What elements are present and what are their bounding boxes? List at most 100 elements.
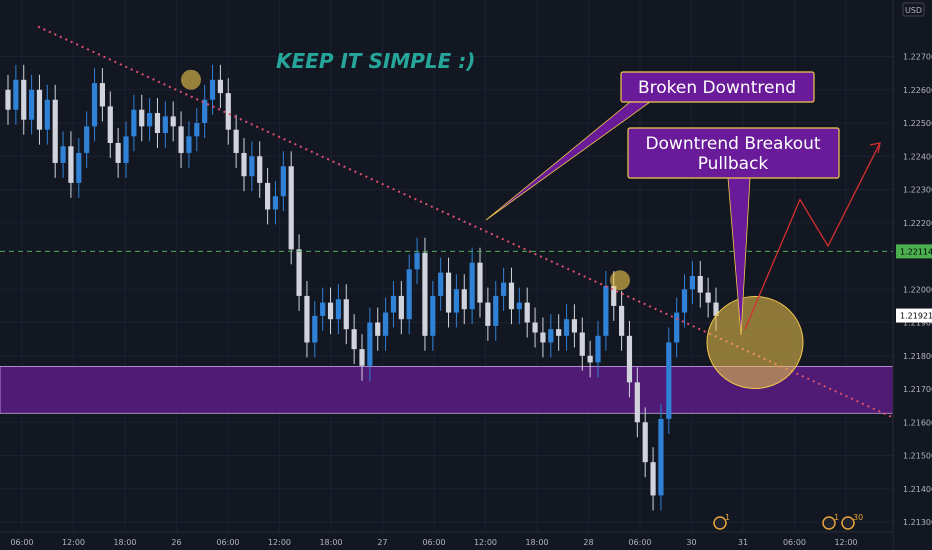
top-touch-circle: [181, 69, 201, 90]
candle-body: [29, 89, 35, 120]
candle-body: [689, 275, 695, 290]
candle-body: [257, 156, 263, 183]
candle-body: [304, 295, 310, 343]
price-axis[interactable]: USD 1.22700 1.22600 1.22500 1.22400 1.22300 1.…: [892, 0, 932, 550]
candle-body: [516, 302, 522, 310]
broken-downtrend-box: [620, 71, 815, 103]
y-tick-label: 1.21300: [903, 518, 932, 527]
candle-body: [84, 126, 90, 153]
candle-body: [170, 116, 176, 127]
x-tick-label: 12:00: [474, 538, 497, 547]
candle-body: [280, 166, 286, 197]
candle-body: [650, 462, 656, 496]
event-badge: [841, 516, 855, 530]
time-axis[interactable]: 06:00 12:00 18:00 26 06:00 12:00 18:00 27 06:00 1…: [0, 531, 893, 550]
y-tick-label: 1.22600: [903, 86, 932, 95]
x-tick-label: 06:00: [422, 538, 445, 547]
candle-body: [147, 113, 153, 127]
projection-path: [744, 142, 881, 330]
candle-body: [406, 269, 412, 320]
candle-body: [375, 322, 381, 336]
candles: [5, 64, 719, 511]
y-tick-label: 1.21400: [903, 485, 932, 494]
candle-body: [202, 99, 208, 124]
candle-body: [225, 93, 231, 130]
x-tick-label: 12:00: [62, 538, 85, 547]
currency-label: USD: [905, 6, 922, 15]
retest-touch-circle: [610, 270, 630, 291]
candle-body: [123, 136, 129, 163]
candle-body: [571, 319, 577, 333]
candle-body: [642, 422, 648, 463]
candle-body: [68, 146, 74, 183]
price-line-tag-label: 1.22114: [900, 247, 932, 256]
price-axis-bg: [893, 0, 932, 550]
candle-body: [674, 312, 680, 343]
x-tick-label: 27: [377, 538, 387, 547]
candle-body: [249, 156, 255, 177]
candle-body: [587, 355, 593, 363]
candle-body: [335, 299, 341, 320]
candle-body: [320, 302, 326, 316]
candle-body: [209, 79, 216, 100]
y-tick-label: 1.22200: [903, 219, 932, 228]
candle-body: [430, 295, 436, 336]
breakout-pullback-ellipse: [706, 295, 804, 389]
candle-body: [634, 382, 640, 423]
candle-body: [162, 116, 168, 133]
candle-body: [194, 123, 200, 137]
price-line-tag: [896, 244, 932, 259]
candle-body: [705, 292, 711, 303]
candle-body: [265, 182, 271, 210]
candle-body: [595, 335, 601, 363]
candle-body: [398, 295, 404, 320]
event-badge: [822, 516, 836, 530]
candle-body: [383, 312, 389, 336]
candle-body: [697, 275, 703, 293]
y-tick-label: 1.22400: [903, 152, 932, 161]
last-price-tag-label: 1.21921: [900, 312, 932, 321]
x-tick-label: 06:00: [216, 538, 239, 547]
candle-body: [115, 142, 121, 163]
y-tick-label: 1.21500: [903, 452, 932, 461]
candle-body: [60, 146, 66, 163]
candle-body: [524, 302, 530, 323]
candle-body: [367, 322, 373, 366]
candle-body: [296, 249, 302, 296]
candle-body: [76, 152, 82, 183]
candle-body: [154, 113, 161, 133]
candle-body: [563, 319, 570, 336]
x-tick-label: 12:00: [834, 538, 857, 547]
candle-body: [422, 252, 428, 336]
candle-body: [438, 272, 444, 296]
candle-body: [461, 289, 467, 310]
x-tick-label: 18:00: [525, 538, 548, 547]
breakout-box: [627, 127, 840, 179]
y-tick-label: 1.22000: [903, 285, 932, 294]
candle-body: [626, 335, 633, 383]
x-tick-label: 26: [171, 538, 181, 547]
candle-body: [666, 342, 672, 419]
candle-body: [272, 196, 279, 210]
candle-body: [713, 302, 719, 316]
candle-body: [532, 322, 538, 333]
projection-arrowhead: [869, 142, 881, 154]
candle-body: [107, 106, 113, 143]
overlays: Broken Downtrend Downtrend BreakoutPullba…: [0, 25, 897, 530]
event-badge-label: 30: [853, 513, 863, 522]
y-tick-label: 1.22500: [903, 119, 932, 128]
breakout-label-line2: Pullback: [698, 154, 769, 174]
candle-body: [556, 329, 562, 336]
candle-body: [579, 332, 585, 356]
x-tick-label: 18:00: [113, 538, 136, 547]
candle-body: [485, 302, 491, 326]
event-badge-label: 1: [725, 513, 730, 522]
y-tick-label: 1.21600: [903, 418, 932, 427]
candle-body: [445, 272, 452, 313]
candle-body: [139, 109, 145, 127]
y-tick-label: 1.21700: [903, 385, 932, 394]
last-price-tag: [896, 308, 932, 323]
y-tick-label: 1.22300: [903, 186, 932, 195]
candle-body: [508, 282, 515, 310]
